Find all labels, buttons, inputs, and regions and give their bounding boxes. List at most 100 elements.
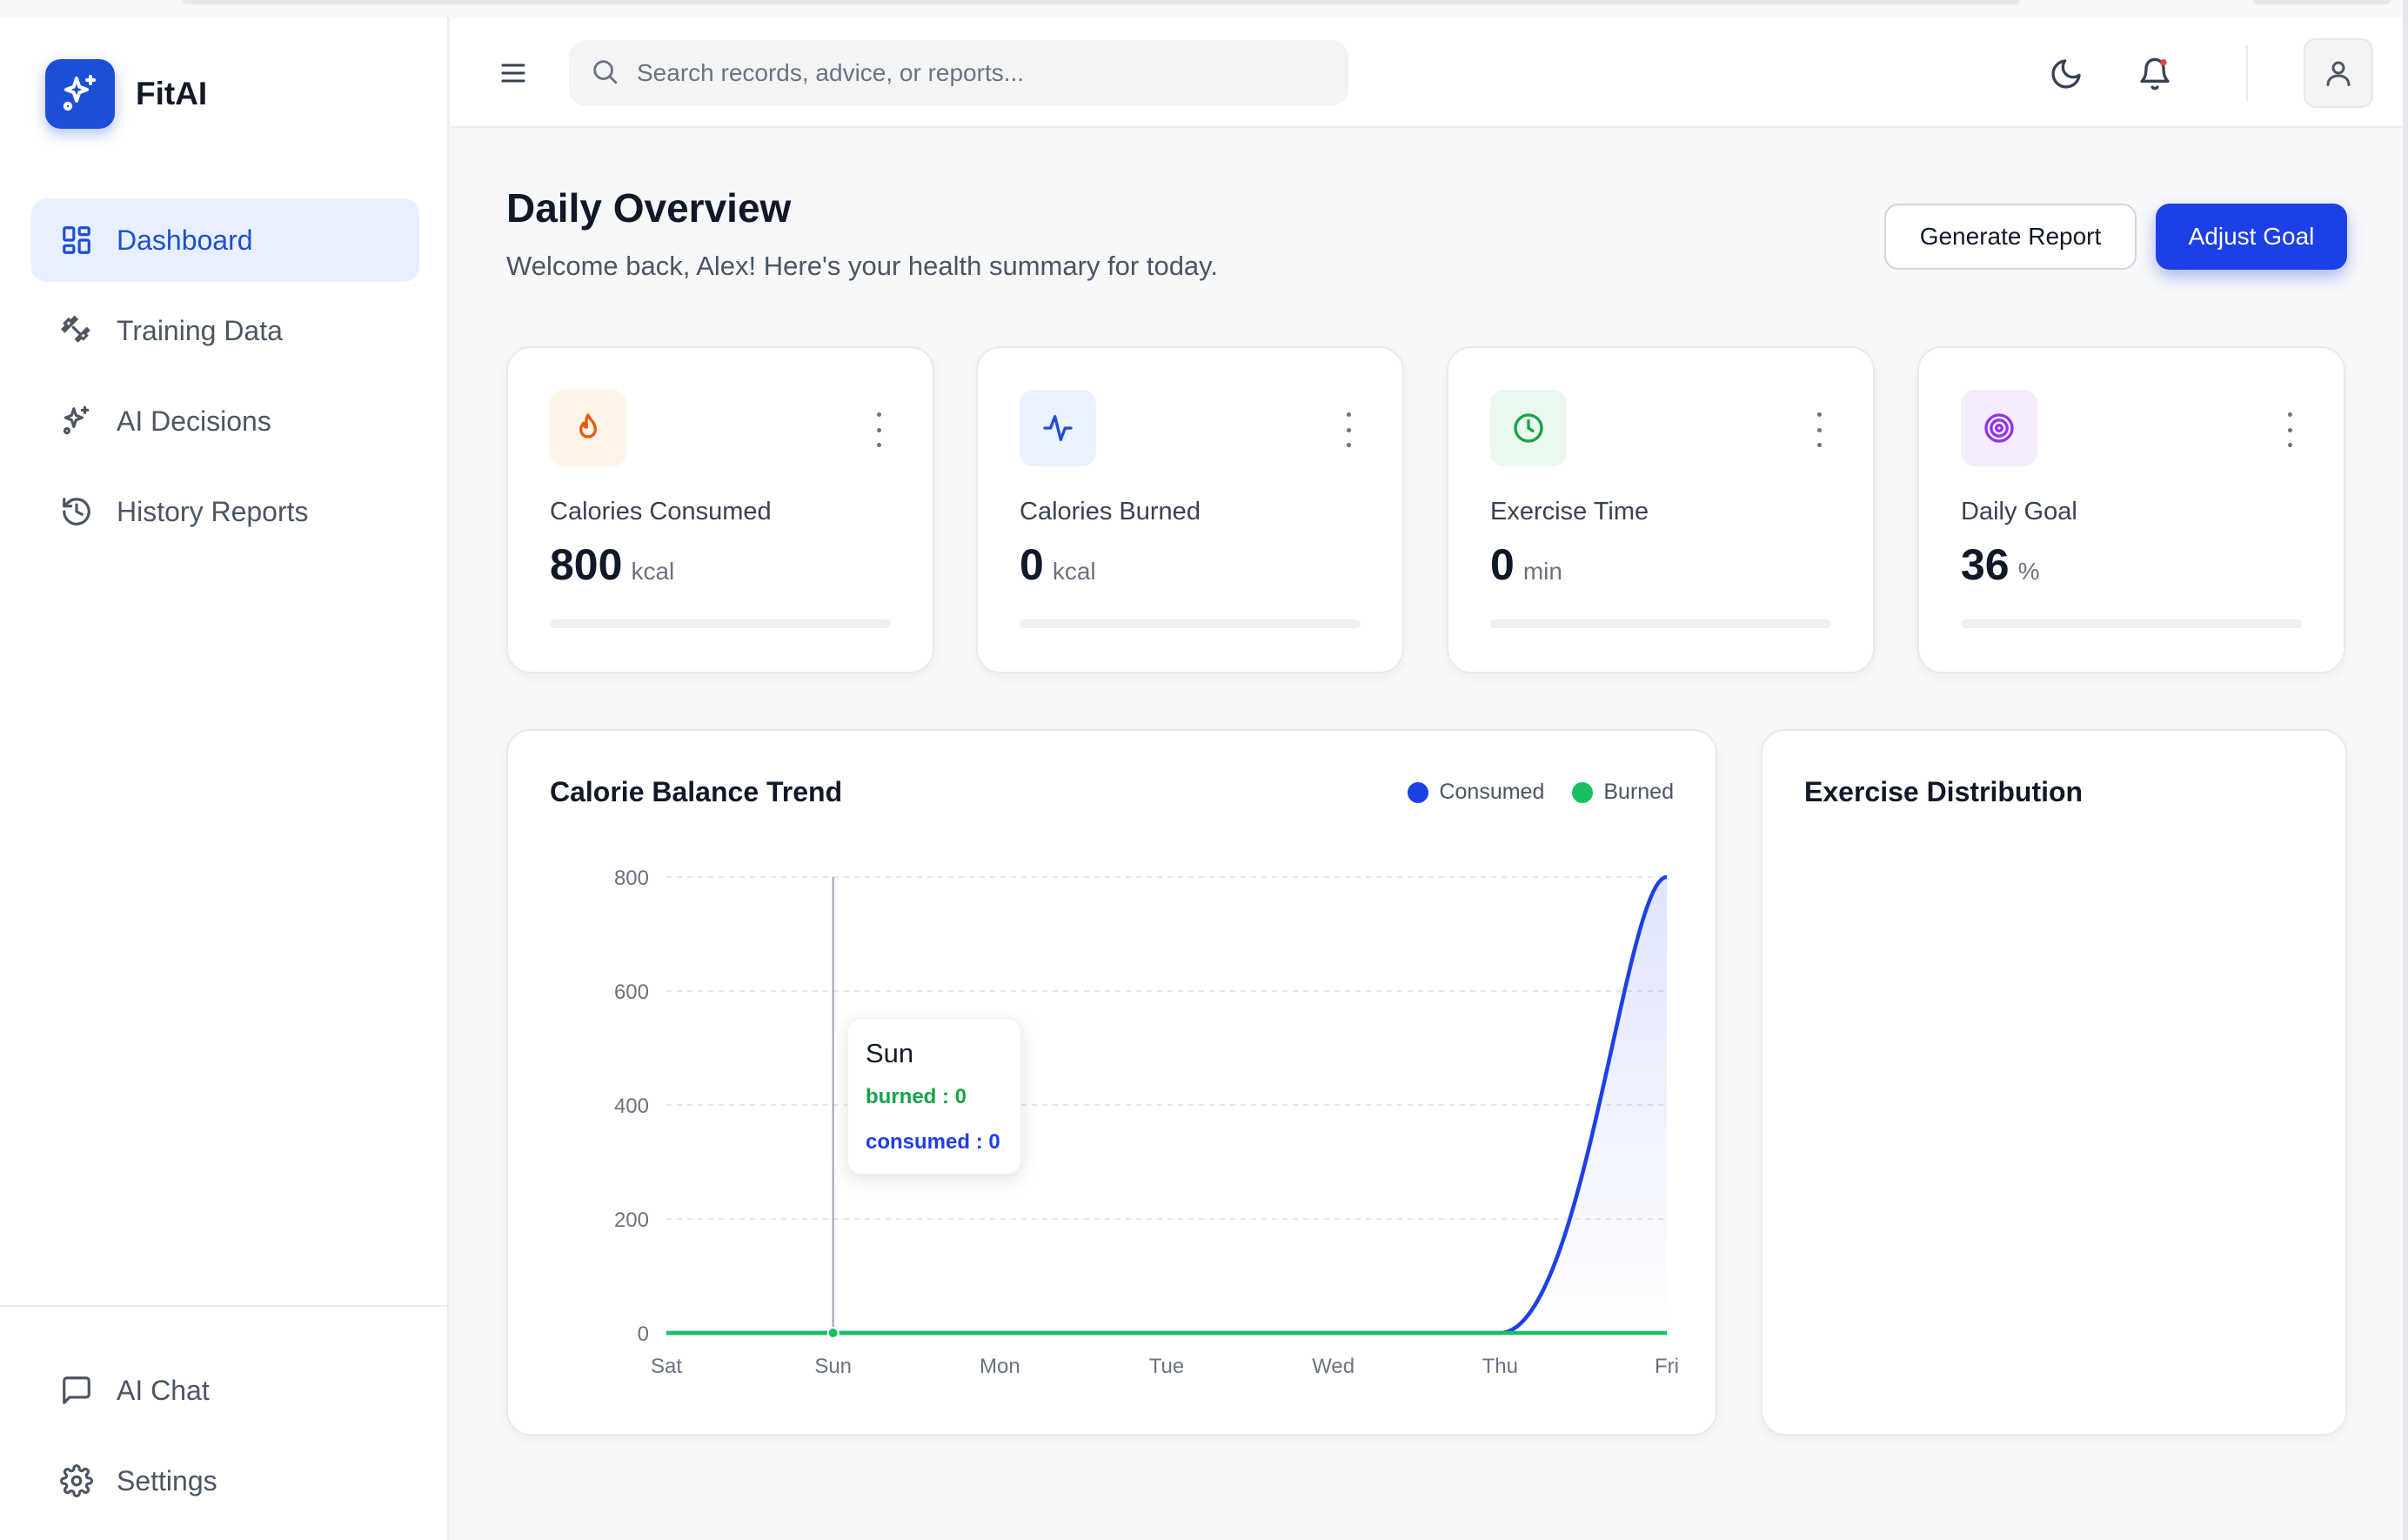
generate-report-button[interactable]: Generate Report [1884,204,2137,270]
x-tick-label: Wed [1312,1355,1354,1378]
legend-item-burned[interactable]: Burned [1572,780,1674,805]
sparkles-icon [57,402,96,440]
exercise-distribution-card: Exercise Distribution [1761,729,2347,1436]
more-options-icon[interactable] [1809,412,1829,447]
stat-unit: kcal [631,558,675,585]
x-tick-label: Sun [814,1355,852,1378]
clock-icon [1490,390,1567,466]
tooltip-title: Sun [866,1038,914,1068]
stat-value-group: 800 kcal [550,539,674,590]
stat-card-daily-goal: Daily Goal 36 % [1917,346,2345,673]
calorie-balance-chart-card: 0 200 400 600 800 Sat Sun Mon Tue Wed Thu Fri Calor… [506,729,1717,1436]
chart-tooltip: Sun burned : 0 consumed : 0 [847,1018,1021,1175]
sidebar-item-label: Settings [117,1464,217,1496]
stat-progress-bar [1490,619,1831,628]
browser-chrome-bar-right [2253,0,2391,4]
sidebar-item-training-data[interactable]: Training Data [31,289,419,372]
stat-value: 0 [1020,540,1044,589]
moon-icon[interactable] [2044,52,2088,96]
legend-label: Burned [1603,780,1674,804]
x-tick-label: Fri [1655,1355,1679,1378]
brand-name: FitAI [136,76,208,111]
gear-icon [57,1462,96,1500]
sidebar: FitAI Dashboard Trai [0,17,449,1540]
target-icon [1961,390,2037,466]
sidebar-item-label: Training Data [117,314,283,346]
stat-progress-bar [550,619,891,628]
search-icon [590,57,619,90]
y-tick-label: 800 [614,867,649,890]
stat-progress-bar [1020,619,1361,628]
y-tick-label: 400 [614,1095,649,1118]
more-options-icon[interactable] [868,412,889,447]
chart-title: Calorie Balance Trend [550,776,843,807]
search-input[interactable] [637,59,1315,87]
window-scrollbar-edge [2403,0,2408,1540]
stat-unit: min [1522,558,1562,585]
x-tick-label: Mon [980,1355,1020,1378]
stat-value: 0 [1490,540,1515,589]
tooltip-consumed: consumed : 0 [866,1130,1000,1154]
chat-bubble-icon [57,1371,96,1409]
dumbbell-icon [57,311,96,350]
bell-icon[interactable] [2133,52,2177,96]
stat-unit: % [2017,558,2040,585]
stat-label: Exercise Time [1490,498,1649,526]
history-icon [57,492,96,531]
stat-label: Calories Burned [1020,498,1201,526]
calorie-balance-chart[interactable]: 0 200 400 600 800 Sat Sun Mon Tue Wed Thu Fri [508,731,1719,1437]
sidebar-item-ai-chat[interactable]: AI Chat [31,1349,419,1432]
sidebar-item-label: Dashboard [117,224,253,256]
brand[interactable]: FitAI [45,59,207,129]
stat-value-group: 0 min [1490,539,1562,590]
sidebar-divider [0,1305,449,1307]
sidebar-bottom-nav: AI Chat Settings [31,1349,419,1530]
x-tick-label: Sat [651,1355,682,1378]
sidebar-item-history-reports[interactable]: History Reports [31,470,419,553]
chart-legend: Consumed Burned [1380,780,1674,805]
more-options-icon[interactable] [2279,412,2300,447]
y-tick-label: 600 [614,981,649,1004]
legend-dot [1408,781,1429,803]
dashboard-grid-icon [57,221,96,259]
page-title: Daily Overview [506,185,792,231]
stat-progress-bar [1961,619,2302,628]
header-separator [2246,45,2248,101]
card-title: Exercise Distribution [1804,776,2084,807]
stat-value-group: 0 kcal [1020,539,1096,590]
sidebar-item-ai-decisions[interactable]: AI Decisions [31,379,419,463]
y-tick-label: 200 [614,1209,649,1232]
activity-pulse-icon [1020,390,1096,466]
search-bar[interactable] [569,40,1348,106]
sidebar-item-label: History Reports [117,495,309,527]
legend-item-consumed[interactable]: Consumed [1408,780,1544,805]
sidebar-nav: Dashboard Training Data [31,198,419,560]
consumed-area [666,877,1667,1333]
sidebar-item-label: AI Chat [117,1374,210,1406]
more-options-icon[interactable] [1338,412,1359,447]
stat-value-group: 36 % [1961,539,2040,590]
legend-dot [1572,781,1594,803]
y-tick-label: 0 [638,1322,649,1346]
sidebar-item-label: AI Decisions [117,405,271,437]
stat-unit: kcal [1052,558,1096,585]
legend-label: Consumed [1439,780,1545,804]
page-subtitle: Welcome back, Alex! Here's your health s… [506,251,1218,281]
stat-value: 800 [550,540,623,589]
avatar[interactable] [2304,38,2373,108]
user-icon [2326,61,2351,86]
menu-icon[interactable] [492,52,534,94]
stat-label: Daily Goal [1961,498,2077,526]
stat-value: 36 [1961,540,2010,589]
flame-icon [550,390,626,466]
x-tick-label: Thu [1482,1355,1518,1378]
stat-card-exercise-time: Exercise Time 0 min [1447,346,1875,673]
sidebar-item-settings[interactable]: Settings [31,1439,419,1523]
x-tick-label: Tue [1149,1355,1184,1378]
stat-label: Calories Consumed [550,498,772,526]
adjust-goal-button[interactable]: Adjust Goal [2156,204,2347,270]
sidebar-item-dashboard[interactable]: Dashboard [31,198,419,282]
tooltip-burned: burned : 0 [866,1085,967,1108]
top-header [451,17,2408,128]
